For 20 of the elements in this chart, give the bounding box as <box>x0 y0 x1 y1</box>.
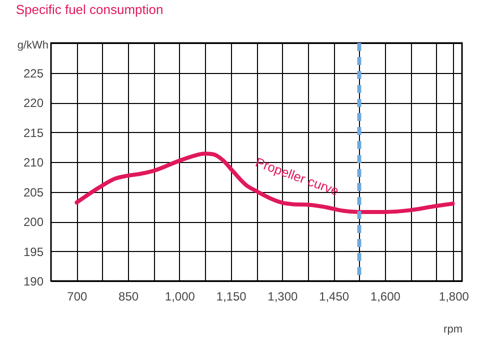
y-tick-label: 225 <box>23 66 44 80</box>
chart-title: Specific fuel consumption <box>16 2 164 17</box>
x-tick-label: 1,600 <box>370 290 401 304</box>
x-tick-label: 1,150 <box>216 290 247 304</box>
y-tick-label: 215 <box>23 126 44 140</box>
x-tick-label: 700 <box>67 290 88 304</box>
line-series <box>74 152 455 214</box>
y-tick-label: 220 <box>23 96 44 110</box>
y-axis-title: g/kWh <box>17 40 48 52</box>
x-tick-label: 1,000 <box>164 290 196 304</box>
x-tick-label: 850 <box>118 290 139 304</box>
x-tick-label: 1,450 <box>319 290 350 304</box>
y-tick-label: 195 <box>23 244 44 259</box>
x-tick-label: 1,800 <box>438 290 470 304</box>
x-tick-label: 1,300 <box>268 290 298 304</box>
y-tick-label: 205 <box>23 185 44 200</box>
y-tick-label: 210 <box>23 156 44 170</box>
y-tick-label: 200 <box>23 215 44 229</box>
y-tick-label: 190 <box>23 274 44 288</box>
x-axis-title: rpm <box>444 324 462 336</box>
